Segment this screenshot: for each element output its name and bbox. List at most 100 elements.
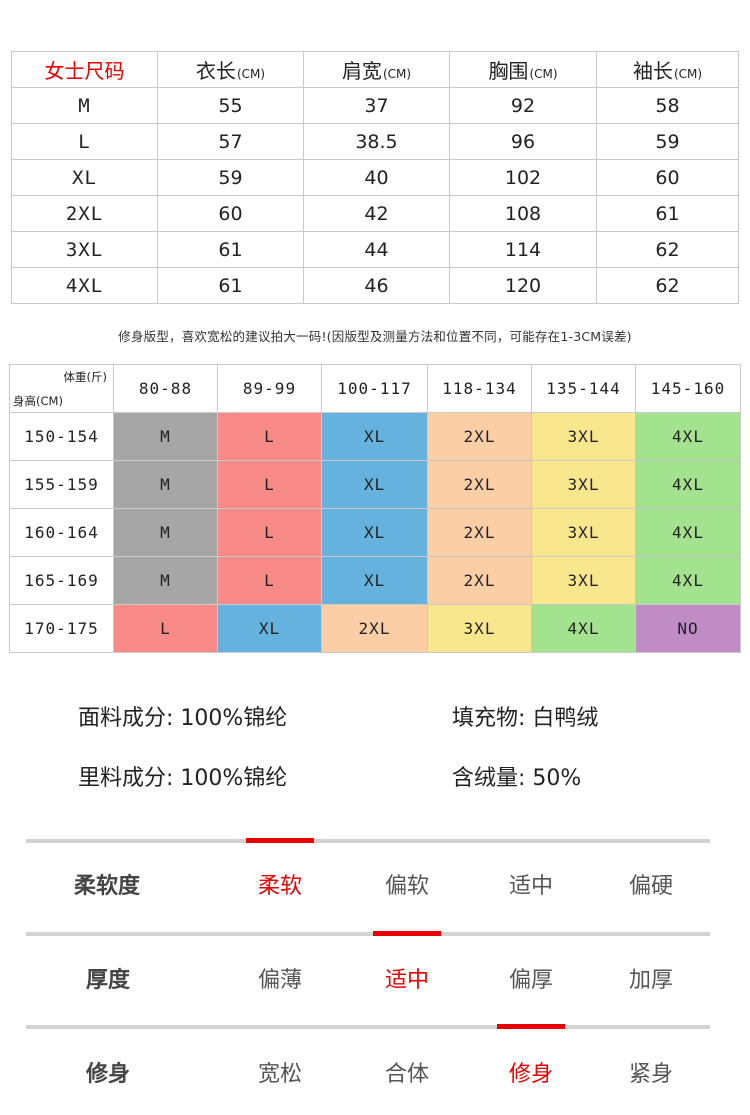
value-cell: 57 (157, 123, 304, 160)
value-cell: 92 (449, 87, 597, 124)
size-table-title: 女士尺码 (11, 51, 158, 88)
fit-scale-line (26, 1024, 710, 1029)
grid-cell: 2XL (321, 604, 428, 653)
col-unit: (CM) (529, 67, 558, 81)
thickness-option: 偏薄 (257, 968, 302, 993)
table-row: L 57 38.5 96 59 (11, 123, 739, 160)
grid-cell: 4XL (635, 412, 741, 461)
grid-cell: 3XL (531, 460, 636, 509)
grid-cell: L (217, 556, 322, 605)
grid-cell: 4XL (531, 604, 636, 653)
height-header: 155-159 (9, 460, 114, 509)
value-cell: 102 (449, 159, 597, 196)
value-cell: 108 (449, 195, 597, 232)
value-cell: 96 (449, 123, 597, 160)
filling-label: 填充物: (452, 706, 526, 731)
value-cell: 60 (596, 159, 739, 196)
size-cell: 3XL (11, 231, 158, 268)
grid-cell: M (113, 508, 218, 557)
grid-cell: 2XL (427, 508, 532, 557)
height-header: 160-164 (9, 508, 114, 557)
fit-option: 合体 (384, 1062, 429, 1087)
grid-cell: 4XL (635, 508, 741, 557)
value-cell: 59 (596, 123, 739, 160)
value-cell: 61 (596, 195, 739, 232)
down-content-info: 含绒量: 50% (452, 760, 581, 792)
softness-option: 偏软 (384, 874, 429, 899)
col-header-shoulder: 肩宽(CM) (303, 51, 450, 88)
grid-cell: L (217, 460, 322, 509)
grid-row: 150-154 M L XL 2XL 3XL 4XL (9, 412, 741, 461)
value-cell: 61 (157, 231, 304, 268)
size-table-header: 女士尺码 衣长(CM) 肩宽(CM) 胸围(CM) 袖长(CM) (11, 51, 739, 88)
softness-option: 适中 (508, 874, 553, 899)
height-axis-label: 身高(CM) (13, 394, 63, 408)
down-content-value: 50% (532, 766, 582, 791)
value-cell: 40 (303, 159, 450, 196)
grid-cell: M (113, 412, 218, 461)
value-cell: 120 (449, 267, 597, 304)
size-recommendation-grid: 体重(斤) 身高(CM) 80-88 89-99 100-117 118-134… (9, 364, 741, 653)
value-cell: 42 (303, 195, 450, 232)
thickness-option: 加厚 (628, 968, 673, 993)
grid-cell: M (113, 556, 218, 605)
size-cell: 2XL (11, 195, 158, 232)
grid-cell: L (113, 604, 218, 653)
col-unit: (CM) (382, 67, 412, 81)
size-table: 女士尺码 衣长(CM) 肩宽(CM) 胸围(CM) 袖长(CM) M 55 37… (11, 51, 739, 304)
size-note: 修身版型，喜欢宽松的建议拍大一码!(因版型及测量方法和位置不同，可能存在1-3C… (118, 329, 632, 344)
grid-cell: L (217, 412, 322, 461)
grid-cell: XL (321, 508, 428, 557)
grid-cell: 3XL (531, 412, 636, 461)
grid-cell: 4XL (635, 556, 741, 605)
thickness-option: 偏厚 (508, 968, 553, 993)
size-cell: XL (11, 159, 158, 196)
value-cell: 58 (596, 87, 739, 124)
fit-option: 紧身 (628, 1062, 673, 1087)
col-unit: (CM) (236, 67, 266, 81)
filling-value: 白鸭绒 (532, 706, 599, 731)
value-cell: 44 (303, 231, 450, 268)
softness-indicator (246, 838, 314, 843)
grid-cell: XL (321, 556, 428, 605)
grid-cell: 2XL (427, 460, 532, 509)
height-header: 150-154 (9, 412, 114, 461)
col-name: 衣长 (195, 59, 236, 83)
grid-row: 160-164 M L XL 2XL 3XL 4XL (9, 508, 741, 557)
size-cell: 4XL (11, 267, 158, 304)
weight-header: 135-144 (531, 364, 636, 413)
grid-cell: L (217, 508, 322, 557)
grid-cell: 3XL (531, 508, 636, 557)
fit-indicator (497, 1024, 565, 1029)
value-cell: 46 (303, 267, 450, 304)
fabric-label: 面料成分: (78, 706, 174, 731)
weight-header: 100-117 (321, 364, 428, 413)
size-cell: M (11, 87, 158, 124)
col-name: 袖长 (632, 59, 673, 83)
value-cell: 62 (596, 231, 739, 268)
grid-cell: XL (321, 460, 428, 509)
grid-corner: 体重(斤) 身高(CM) (9, 364, 114, 413)
col-header-length: 衣长(CM) (157, 51, 304, 88)
table-row: 2XL 60 42 108 61 (11, 195, 739, 232)
value-cell: 61 (157, 267, 304, 304)
softness-option: 偏硬 (628, 874, 673, 899)
softness-scale-line (26, 838, 710, 843)
col-name: 肩宽 (341, 59, 382, 83)
value-cell: 59 (157, 159, 304, 196)
col-header-sleeve: 袖长(CM) (596, 51, 739, 88)
lining-value: 100%锦纶 (180, 766, 288, 791)
col-header-chest: 胸围(CM) (449, 51, 597, 88)
thickness-scale-line (26, 931, 710, 936)
grid-cell: 3XL (531, 556, 636, 605)
size-cell: L (11, 123, 158, 160)
fit-option: 宽松 (257, 1062, 302, 1087)
table-row: 3XL 61 44 114 62 (11, 231, 739, 268)
filling-info: 填充物: 白鸭绒 (452, 700, 598, 732)
weight-axis-label: 体重(斤) (63, 370, 107, 384)
grid-cell: 3XL (427, 604, 532, 653)
col-name: 胸围 (488, 59, 529, 83)
value-cell: 37 (303, 87, 450, 124)
grid-header-row: 体重(斤) 身高(CM) 80-88 89-99 100-117 118-134… (9, 364, 741, 413)
softness-option: 柔软 (257, 874, 302, 899)
